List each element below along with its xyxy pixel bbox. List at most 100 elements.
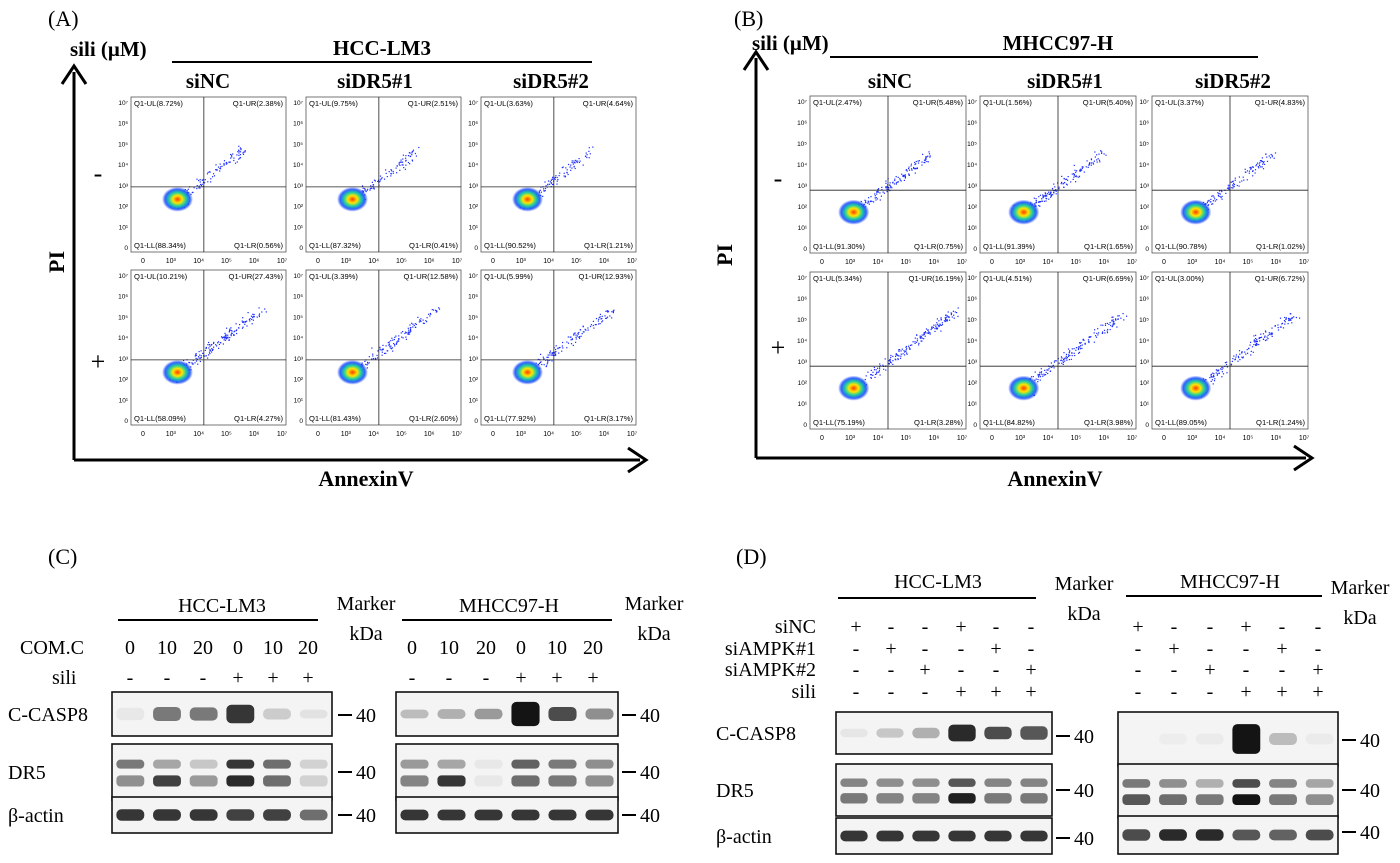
event-dot [1038, 201, 1040, 203]
event-dot [390, 170, 393, 172]
event-dot [573, 160, 575, 162]
event-dot [223, 339, 225, 341]
event-dot [557, 179, 559, 181]
event-dot [1101, 152, 1103, 154]
event-dot [253, 316, 255, 318]
panel-b-treatment-label: sili (μM) [752, 31, 829, 55]
event-dot [386, 350, 388, 352]
event-dot [913, 166, 915, 169]
event-dot [228, 161, 230, 163]
event-dot [364, 189, 366, 191]
event-dot [405, 160, 407, 162]
panel-a-y-arrowhead [60, 63, 88, 85]
event-dot [573, 334, 575, 336]
event-dot [1054, 190, 1056, 192]
event-dot [194, 355, 196, 357]
event-dot [200, 185, 202, 187]
event-dot [235, 323, 237, 325]
event-dot [213, 173, 215, 175]
event-dot [874, 373, 877, 375]
event-dot [876, 373, 878, 375]
event-dot [889, 184, 891, 186]
event-dot [250, 315, 253, 317]
event-dot [398, 162, 400, 164]
event-dot [927, 161, 929, 163]
x-tick-label: 10⁵ [1243, 259, 1254, 266]
event-dot [1232, 185, 1234, 187]
event-dot [236, 332, 238, 335]
event-dot [919, 335, 921, 337]
panel-b-y-arrowhead [742, 49, 770, 71]
event-dot [593, 327, 595, 329]
event-dot [1080, 168, 1082, 170]
event-dot [388, 343, 390, 345]
event-dot [915, 160, 917, 163]
event-dot [1221, 198, 1223, 200]
event-dot [879, 368, 881, 370]
event-dot [559, 172, 561, 174]
event-dot [239, 157, 241, 159]
x-tick-label: 10⁵ [221, 431, 232, 438]
event-dot [889, 358, 891, 360]
event-dot [945, 319, 947, 321]
event-dot [370, 187, 372, 189]
event-dot [408, 152, 410, 154]
event-dot [199, 179, 201, 181]
event-dot [1207, 200, 1209, 202]
event-dot [566, 171, 568, 173]
event-dot [584, 328, 586, 330]
x-tick-label: 10⁷ [627, 431, 638, 438]
flow-plot: Q1-UL(5.99%) Q1-UR(12.93%)Q1-LL(77.92%) Q1… [468, 269, 638, 438]
event-dot [1219, 195, 1221, 198]
event-dot [905, 345, 908, 348]
event-dot [1210, 198, 1212, 200]
event-dot [373, 188, 375, 190]
y-tick-label: 10⁶ [967, 120, 977, 127]
event-dot [423, 322, 425, 324]
event-dot [229, 328, 231, 330]
event-dot [400, 161, 402, 163]
event-dot [897, 181, 899, 183]
quadrant-ll-label: Q1-LL(91.39%) [983, 242, 1035, 251]
y-tick-label: 0 [474, 245, 478, 252]
event-dot [412, 323, 414, 325]
y-tick-label: 0 [1145, 246, 1149, 253]
density-core [512, 186, 543, 212]
event-dot [950, 314, 952, 316]
event-dot [589, 325, 592, 328]
event-dot [405, 157, 407, 159]
event-dot [1081, 166, 1083, 168]
x-tick-label: 10⁷ [1127, 259, 1138, 266]
event-dot [874, 195, 876, 197]
event-dot [934, 330, 936, 332]
event-dot [216, 345, 218, 347]
quadrant-lr-label: Q1-LR(4.27%) [234, 414, 283, 423]
event-dot [1255, 165, 1257, 167]
panel-a-letter: (A) [48, 6, 79, 31]
panel-b-row-plus: + [771, 333, 786, 362]
event-dot [909, 344, 912, 346]
event-dot [579, 329, 582, 331]
density-core [838, 199, 870, 225]
event-dot [569, 336, 571, 338]
event-dot [220, 342, 222, 344]
x-tick-label: 10³ [166, 431, 177, 438]
quadrant-ll-label: Q1-LL(88.34%) [134, 241, 186, 250]
event-dot [900, 355, 902, 357]
quadrant-ul-label: Q1-UL(10.21%) [134, 272, 188, 281]
event-dot [195, 357, 197, 359]
event-dot [234, 162, 237, 164]
event-dot [585, 329, 587, 331]
x-tick-label: 0 [491, 431, 495, 438]
event-dot [372, 358, 375, 360]
panel-a-y-label: PI [44, 251, 69, 273]
event-dot [258, 313, 261, 315]
quadrant-ll-label: Q1-LL(77.92%) [484, 414, 536, 423]
event-dot [554, 352, 556, 354]
event-dot [879, 363, 881, 365]
event-dot [911, 168, 913, 170]
event-dot [225, 338, 227, 340]
event-dot [390, 169, 392, 171]
event-dot [1072, 178, 1074, 180]
y-tick-label: 10⁵ [118, 141, 128, 148]
